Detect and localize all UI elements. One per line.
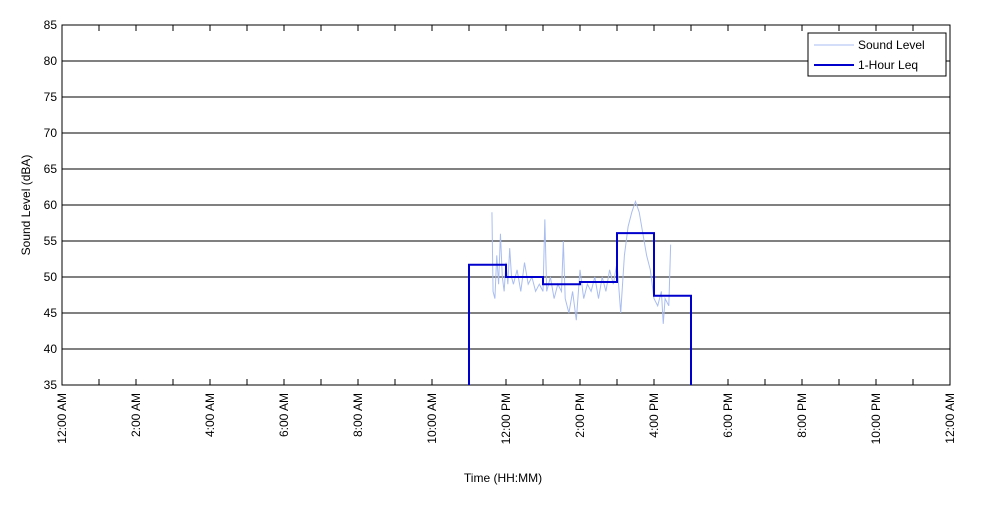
legend-label: Sound Level [858,38,925,52]
legend: Sound Level 1-Hour Leq [807,32,947,77]
x-tick-label: 10:00 PM [869,393,883,444]
y-tick-label: 65 [44,162,58,176]
legend-box [807,32,947,77]
x-tick-label: 12:00 AM [943,393,957,444]
y-tick-label: 60 [44,198,58,212]
series-line [468,232,692,385]
y-tick-label: 80 [44,54,58,68]
y-tick-label: 55 [44,234,58,248]
y-tick-label: 70 [44,126,58,140]
x-tick-label: 4:00 PM [647,393,661,438]
y-tick-label: 50 [44,270,58,284]
x-tick-label: 6:00 AM [277,393,291,437]
x-tick-label: 6:00 PM [721,393,735,438]
y-axis-label: Sound Level (dBA) [19,155,33,256]
x-axis-label: Time (HH:MM) [464,471,542,485]
x-tick-label: 10:00 AM [425,393,439,444]
x-tick-label: 2:00 PM [573,393,587,438]
x-tick-label: 8:00 AM [351,393,365,437]
x-tick-label: 2:00 AM [129,393,143,437]
x-tick-label: 12:00 AM [55,393,69,444]
plot-frame [61,24,951,386]
y-tick-label: 35 [44,378,58,392]
x-tick-label: 8:00 PM [795,393,809,438]
series-line [491,199,672,324]
x-tick-label: 4:00 AM [203,393,217,437]
y-tick-label: 85 [44,18,58,32]
x-tick-label: 12:00 PM [499,393,513,444]
y-tick-label: 75 [44,90,58,104]
legend-label: 1-Hour Leq [858,58,918,72]
y-tick-label: 45 [44,306,58,320]
y-tick-label: 40 [44,342,58,356]
